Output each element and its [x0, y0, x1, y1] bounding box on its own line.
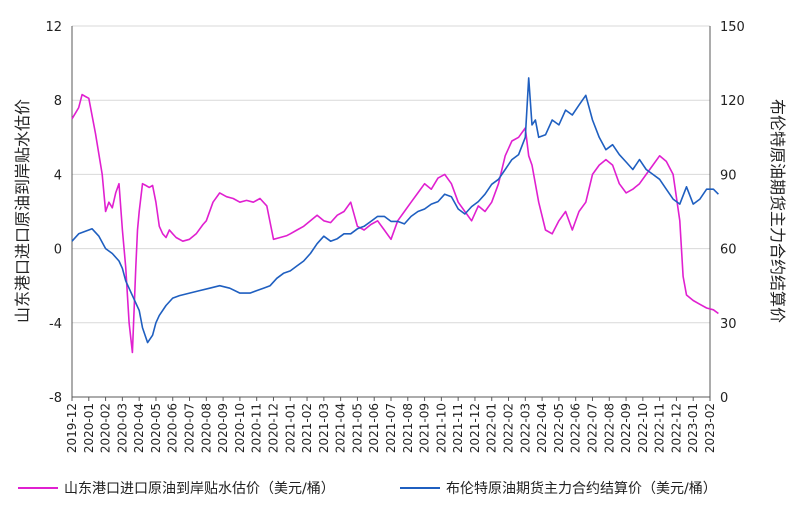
- x-tick-label: 2022-03: [518, 403, 532, 453]
- x-tick-label: 2021-08: [401, 403, 415, 453]
- x-tick-label: 2021-10: [434, 403, 448, 453]
- x-tick-label: 2021-03: [317, 403, 331, 453]
- x-tick-label: 2022-05: [552, 403, 566, 453]
- right-tick-label: 90: [720, 168, 737, 183]
- x-tick-label: 2021-11: [451, 403, 465, 453]
- x-tick-label: 2022-04: [535, 403, 549, 453]
- x-tick-label: 2020-09: [216, 403, 230, 453]
- x-tick-label: 2020-10: [233, 403, 247, 453]
- x-tick-label: 2020-03: [115, 403, 129, 453]
- x-tick-label: 2020-07: [183, 403, 197, 453]
- legend-label-series-2: 布伦特原油期货主力合约结算价（美元/桶）: [446, 480, 717, 497]
- x-tick-label: 2020-04: [132, 403, 146, 453]
- left-tick-label: -8: [49, 391, 62, 406]
- x-tick-label: 2023-02: [703, 403, 717, 453]
- left-tick-label: -4: [49, 317, 62, 332]
- x-tick-label: 2021-07: [384, 403, 398, 453]
- legend: 山东港口进口原油到岸贴水估价（美元/桶） 布伦特原油期货主力合约结算价（美元/桶…: [18, 480, 717, 497]
- x-tick-label: 2021-01: [283, 403, 297, 453]
- series-lines: [71, 77, 719, 354]
- right-tick-label: 120: [720, 94, 745, 109]
- left-tick-label: 8: [54, 94, 62, 109]
- x-tick-label: 2022-11: [653, 403, 667, 453]
- x-tick-label: 2022-09: [619, 403, 633, 453]
- x-tick-label: 2020-01: [82, 403, 96, 453]
- x-tick-label: 2021-02: [300, 403, 314, 453]
- x-tick-label: 2020-06: [166, 403, 180, 453]
- x-tick-label: 2020-02: [99, 403, 113, 453]
- series-line-1: [71, 93, 719, 354]
- x-tick-label: 2022-06: [569, 403, 583, 453]
- gridlines: [72, 25, 710, 398]
- x-axis-ticks: 2019-12 2020-01 2020-02 2020-03 2020-04 2020-…: [65, 397, 717, 453]
- x-tick-label: 2020-08: [199, 403, 213, 453]
- x-tick-label: 2022-01: [485, 403, 499, 453]
- x-tick-label: 2020-05: [149, 403, 163, 453]
- x-tick-label: 2019-12: [65, 403, 79, 453]
- x-tick-label: 2021-04: [334, 403, 348, 453]
- x-tick-label: 2022-10: [636, 403, 650, 453]
- right-tick-label: 150: [720, 20, 745, 35]
- series-line-2: [71, 77, 719, 344]
- x-tick-label: 2020-12: [266, 403, 280, 453]
- right-tick-label: 30: [720, 317, 737, 332]
- x-tick-label: 2021-05: [350, 403, 364, 453]
- right-tick-label: 0: [720, 391, 728, 406]
- left-axis-label: 山东港口进口原油到岸贴水估价: [13, 99, 32, 323]
- left-tick-label: 0: [54, 243, 62, 258]
- x-tick-label: 2021-12: [468, 403, 482, 453]
- axes: [71, 26, 711, 398]
- x-tick-label: 2022-02: [502, 403, 516, 453]
- x-tick-label: 2021-09: [418, 403, 432, 453]
- legend-label-series-1: 山东港口进口原油到岸贴水估价（美元/桶）: [64, 481, 335, 497]
- x-tick-label: 2022-08: [602, 403, 616, 453]
- x-tick-label: 2022-12: [669, 403, 683, 453]
- x-tick-label: 2023-01: [686, 403, 700, 453]
- left-tick-label: 4: [54, 168, 62, 183]
- x-tick-label: 2020-11: [250, 403, 264, 453]
- right-axis-label: 布伦特原油期货主力合约结算价: [768, 99, 787, 323]
- x-tick-label: 2021-06: [367, 403, 381, 453]
- left-axis-ticks: -8 -4 0 4 8 12: [45, 20, 62, 406]
- right-tick-label: 60: [720, 243, 737, 258]
- right-axis-ticks: 0 30 60 90 120 150: [720, 20, 745, 406]
- left-tick-label: 12: [45, 20, 62, 35]
- x-tick-label: 2022-07: [585, 403, 599, 453]
